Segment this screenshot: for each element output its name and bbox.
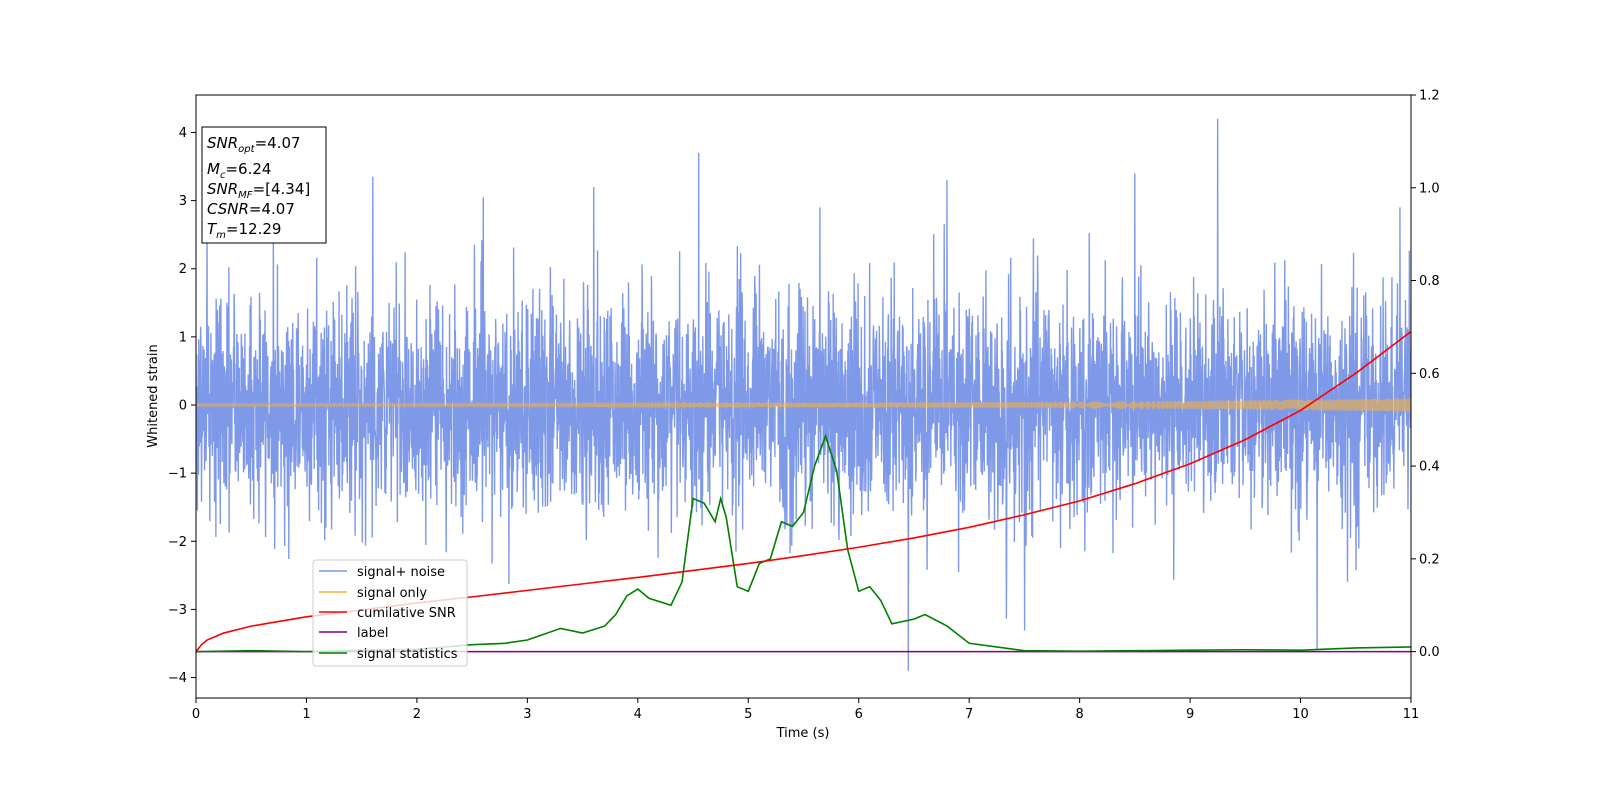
- series-signal-noise: [196, 118, 1411, 671]
- signal-noise-layer: [196, 118, 1411, 671]
- plot-frame: [195, 94, 1412, 699]
- y2-tick-label: 0.0: [1419, 645, 1440, 660]
- legend-item-signal-statistics: signal statistics: [319, 647, 458, 662]
- y2-tick-label: 1.0: [1419, 181, 1440, 196]
- x-tick-label: 7: [965, 707, 973, 722]
- series-signal-statistics: [196, 433, 1411, 653]
- legend-label-signal-only: signal only: [357, 586, 427, 601]
- y-tick-label: 0: [179, 399, 187, 414]
- legend-item-label: label: [319, 626, 388, 641]
- y-axis-label: Whitened strain: [146, 344, 161, 447]
- y-tick-label: 2: [179, 262, 187, 277]
- y-tick-label: −1: [168, 467, 187, 482]
- x-tick-label: 9: [1186, 707, 1194, 722]
- y-tick-label: 3: [179, 194, 187, 209]
- stats-csnr: CSNR=4.07: [207, 200, 295, 218]
- legend-item-cumulative-snr: cumilative SNR: [319, 606, 456, 621]
- stats-box: SNRopt=4.07 Mc=6.24 SNRMF=[4.34] CSNR=4.…: [201, 126, 327, 244]
- y2-tick-label: 0.4: [1419, 460, 1440, 475]
- y-axis-left: −4 −3 −2 −1 0 1 2 3 4: [168, 126, 196, 686]
- stats-m-c: Mc=6.24: [207, 160, 271, 181]
- legend-label-label: label: [357, 626, 388, 641]
- legend: signal+ noise signal only cumilative SNR…: [312, 559, 468, 667]
- y-tick-label: 1: [179, 330, 187, 345]
- x-tick-label: 11: [1403, 707, 1420, 722]
- x-tick-label: 5: [744, 707, 752, 722]
- y2-tick-label: 1.2: [1419, 89, 1440, 104]
- stats-snr-opt: SNRopt=4.07: [207, 134, 301, 155]
- x-tick-label: 6: [855, 707, 863, 722]
- x-tick-label: 2: [413, 707, 421, 722]
- x-tick-label: 10: [1292, 707, 1309, 722]
- x-tick-label: 0: [192, 707, 200, 722]
- y-axis-right: 0.0 0.2 0.4 0.6 0.8 1.0 1.2: [1411, 89, 1440, 660]
- x-tick-label: 3: [523, 707, 531, 722]
- x-tick-label: 1: [302, 707, 310, 722]
- stats-t-m: Tm=12.29: [207, 220, 281, 241]
- y-tick-label: −3: [168, 603, 187, 618]
- legend-item-signal-noise: signal+ noise: [319, 565, 445, 580]
- x-tick-label: 4: [634, 707, 642, 722]
- x-axis: 0 1 2 3 4 5 6 7 8 9 10 11: [192, 698, 1419, 722]
- signal-only-layer: [196, 396, 1411, 413]
- stats-snr-mf: SNRMF=[4.34]: [207, 180, 310, 201]
- legend-item-signal-only: signal only: [319, 586, 427, 601]
- y2-tick-label: 0.6: [1419, 367, 1440, 382]
- stats-box-frame: [201, 126, 327, 244]
- y-tick-label: 4: [179, 126, 187, 141]
- legend-label-cumulative-snr: cumilative SNR: [357, 606, 456, 621]
- x-axis-label: Time (s): [776, 726, 830, 741]
- y-tick-label: −4: [168, 671, 187, 686]
- legend-label-signal-statistics: signal statistics: [357, 647, 458, 662]
- series-signal-only: [196, 396, 1411, 413]
- y2-tick-label: 0.8: [1419, 274, 1440, 289]
- y2-tick-label: 0.2: [1419, 552, 1440, 567]
- legend-frame: [312, 559, 468, 667]
- series-cumulative-snr: [196, 330, 1411, 653]
- y-tick-label: −2: [168, 535, 187, 550]
- legend-label-signal-noise: signal+ noise: [357, 565, 445, 580]
- x-tick-label: 8: [1075, 707, 1083, 722]
